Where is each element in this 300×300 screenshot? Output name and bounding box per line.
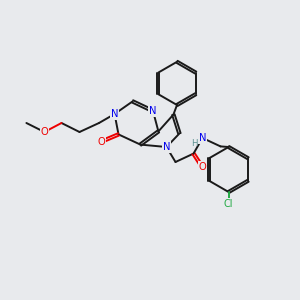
Text: O: O <box>98 136 105 147</box>
Text: O: O <box>199 162 206 172</box>
Text: H: H <box>191 139 197 148</box>
Text: Cl: Cl <box>224 199 233 209</box>
Text: N: N <box>199 133 206 143</box>
Text: N: N <box>111 109 118 119</box>
Text: O: O <box>40 127 48 137</box>
Text: N: N <box>163 142 170 152</box>
Text: N: N <box>149 106 157 116</box>
